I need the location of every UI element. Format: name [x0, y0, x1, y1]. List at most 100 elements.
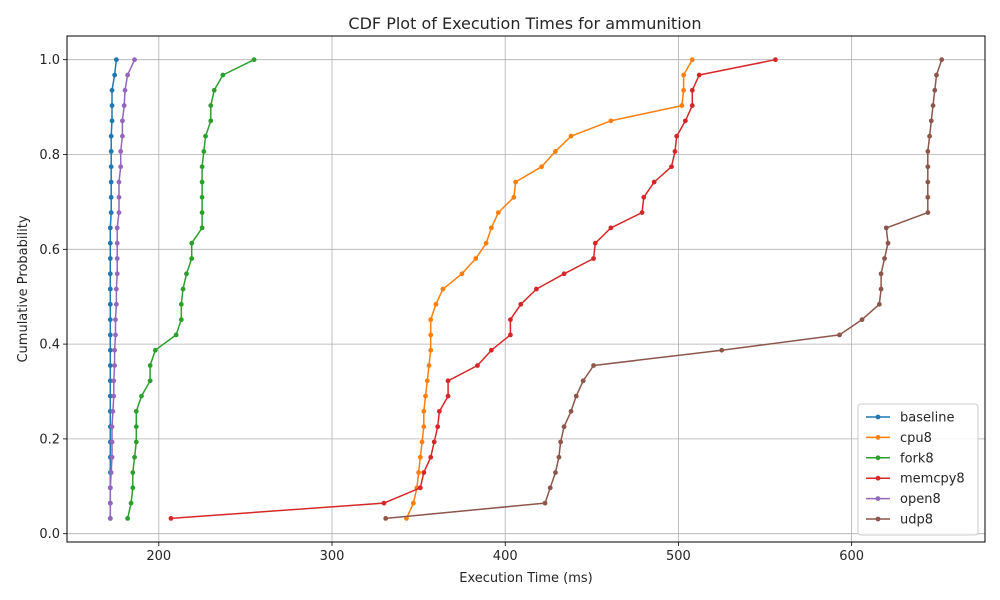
- data-point: [108, 470, 114, 475]
- data-point: [553, 470, 558, 475]
- data-point: [251, 57, 257, 63]
- y-tick-label: 1.0: [39, 53, 60, 68]
- data-point: [885, 240, 891, 246]
- data-point: [878, 286, 884, 292]
- data-point: [108, 210, 114, 216]
- data-point: [719, 347, 725, 353]
- data-point: [178, 301, 184, 307]
- x-tick-label: 200: [146, 549, 171, 564]
- data-point: [417, 485, 423, 491]
- data-point: [118, 164, 124, 170]
- data-point: [108, 164, 114, 170]
- data-point: [547, 485, 553, 491]
- data-point: [128, 500, 134, 506]
- data-point: [542, 500, 548, 506]
- series-layer: [107, 57, 945, 521]
- x-tick-label: 400: [493, 549, 518, 564]
- data-point: [431, 439, 437, 445]
- x-tick-label: 500: [666, 549, 691, 564]
- x-axis-label: Execution Time (ms): [459, 571, 592, 586]
- data-point: [109, 87, 115, 93]
- data-point: [201, 149, 207, 154]
- data-point: [876, 301, 882, 307]
- legend-item-cpu8: cpu8: [866, 431, 932, 446]
- legend-marker: [875, 496, 881, 501]
- legend-marker: [875, 455, 881, 461]
- data-point: [107, 393, 113, 399]
- data-point: [428, 454, 434, 460]
- data-point: [173, 332, 179, 338]
- data-point: [203, 133, 208, 139]
- data-point: [107, 317, 113, 323]
- data-point: [608, 225, 614, 231]
- series-fork8: [125, 57, 257, 521]
- data-point: [199, 210, 205, 216]
- y-tick-label: 0.6: [39, 243, 60, 258]
- data-point: [116, 210, 122, 216]
- data-point: [696, 72, 702, 78]
- data-point: [689, 57, 695, 63]
- data-point: [882, 256, 887, 261]
- data-point: [109, 424, 115, 430]
- data-point: [107, 240, 113, 246]
- data-point: [682, 118, 688, 124]
- series-udp8: [383, 57, 945, 521]
- data-point: [488, 225, 494, 231]
- data-point: [878, 271, 884, 277]
- data-point: [428, 317, 434, 323]
- y-tick-label: 0.0: [39, 527, 60, 542]
- data-point: [112, 363, 118, 368]
- data-point: [107, 332, 113, 338]
- data-point: [641, 194, 647, 200]
- x-axis-ticks: 200 300 400 500 600: [146, 542, 864, 564]
- data-point: [107, 271, 113, 277]
- data-point: [114, 256, 120, 261]
- data-point: [199, 164, 205, 170]
- data-point: [189, 256, 195, 261]
- data-point: [184, 271, 189, 277]
- series-memcpy8: [168, 57, 778, 521]
- data-point: [109, 118, 115, 124]
- data-point: [859, 317, 865, 323]
- data-point: [132, 454, 137, 460]
- grid-lines: [67, 36, 985, 542]
- data-point: [689, 103, 695, 108]
- legend-label: udp8: [900, 513, 933, 528]
- data-point: [553, 149, 558, 154]
- data-point: [178, 317, 184, 323]
- data-point: [199, 194, 205, 200]
- data-point: [133, 424, 139, 430]
- data-point: [120, 118, 125, 124]
- data-point: [573, 393, 579, 399]
- data-point: [132, 57, 137, 63]
- data-point: [133, 408, 139, 414]
- data-point: [113, 301, 119, 307]
- data-point: [125, 72, 131, 78]
- data-point: [107, 500, 113, 506]
- axes-frame: [66, 35, 986, 543]
- data-point: [120, 133, 125, 139]
- data-point: [608, 118, 614, 124]
- data-point: [561, 271, 567, 277]
- data-point: [421, 470, 427, 475]
- data-point: [107, 286, 113, 292]
- data-point: [109, 454, 115, 460]
- data-point: [930, 103, 936, 108]
- data-point: [539, 164, 544, 170]
- data-point: [147, 363, 153, 368]
- series-open8: [107, 57, 137, 521]
- data-point: [109, 103, 115, 108]
- data-point: [473, 256, 479, 261]
- data-point: [925, 164, 931, 170]
- legend-item-baseline: baseline: [866, 411, 954, 426]
- data-point: [107, 347, 113, 353]
- data-point: [423, 393, 428, 399]
- data-point: [118, 149, 124, 154]
- data-point: [440, 286, 446, 292]
- data-point: [674, 133, 680, 139]
- data-point: [113, 332, 118, 338]
- data-point: [168, 515, 174, 521]
- data-point: [445, 393, 451, 399]
- data-point: [511, 194, 517, 200]
